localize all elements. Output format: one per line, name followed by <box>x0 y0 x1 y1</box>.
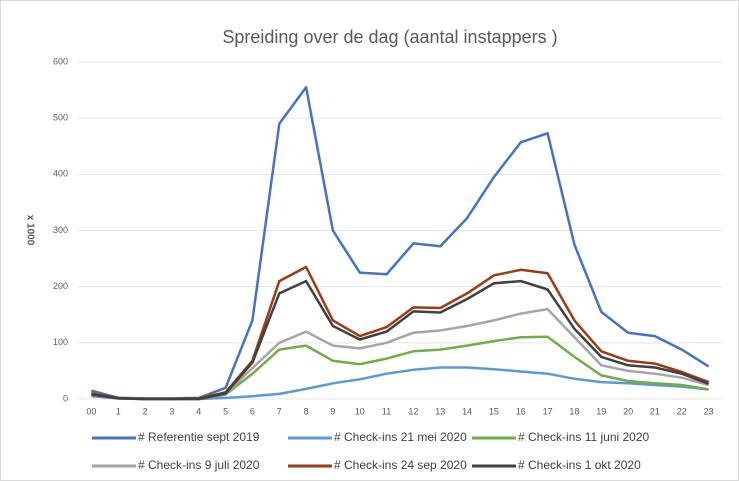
x-tick-label: 13 <box>435 406 445 416</box>
x-tick-label: 9 <box>330 406 335 416</box>
legend-label: # Referentie sept 2019 <box>138 430 260 444</box>
x-tick-label: 8 <box>304 406 309 416</box>
legend-label: # Check-ins 9 juli 2020 <box>138 458 260 472</box>
x-tick-label: 6 <box>250 406 255 416</box>
x-tick-label: 21 <box>650 406 660 416</box>
x-tick-label: 2 <box>143 406 148 416</box>
x-tick-label: 20 <box>623 406 633 416</box>
series-line <box>91 279 710 401</box>
x-tick-label: 16 <box>516 406 526 416</box>
y-tick-label: 100 <box>53 337 68 347</box>
y-axis-label: x 1000 <box>24 215 35 246</box>
x-tick-label: 18 <box>569 406 579 416</box>
y-tick-label: 500 <box>53 113 68 123</box>
legend-label: # Check-ins 24 sep 2020 <box>334 458 467 472</box>
y-tick-label: 400 <box>53 169 68 179</box>
x-tick-label: 10 <box>355 406 365 416</box>
x-tick-label: 5 <box>223 406 228 416</box>
x-tick-label: 15 <box>489 406 499 416</box>
x-tick-label: 22 <box>677 406 687 416</box>
y-tick-label: 300 <box>53 225 68 235</box>
x-tick-label: 14 <box>462 406 472 416</box>
chart-title: Spreiding over de dag (aantal instappers… <box>222 27 557 47</box>
x-tick-label: 11 <box>382 406 391 416</box>
x-tick-label: 12 <box>408 406 418 416</box>
x-tick-label: 4 <box>196 406 201 416</box>
legend-label: # Check-ins 11 juni 2020 <box>518 430 650 444</box>
x-tick-label: 17 <box>543 406 553 416</box>
legend-label: # Check-ins 1 okt 2020 <box>518 458 641 472</box>
y-tick-label: 0 <box>63 393 68 403</box>
x-tick-label: 3 <box>169 406 174 416</box>
x-tick-label: 1 <box>116 406 121 416</box>
y-tick-label: 600 <box>53 56 68 66</box>
legend-label: # Check-ins 21 mei 2020 <box>334 430 467 444</box>
y-tick-label: 200 <box>53 281 68 291</box>
x-tick-label: 23 <box>704 406 714 416</box>
x-tick-label: 19 <box>596 406 606 416</box>
x-tick-label: 00 <box>86 406 96 416</box>
x-tick-label: 7 <box>277 406 282 416</box>
